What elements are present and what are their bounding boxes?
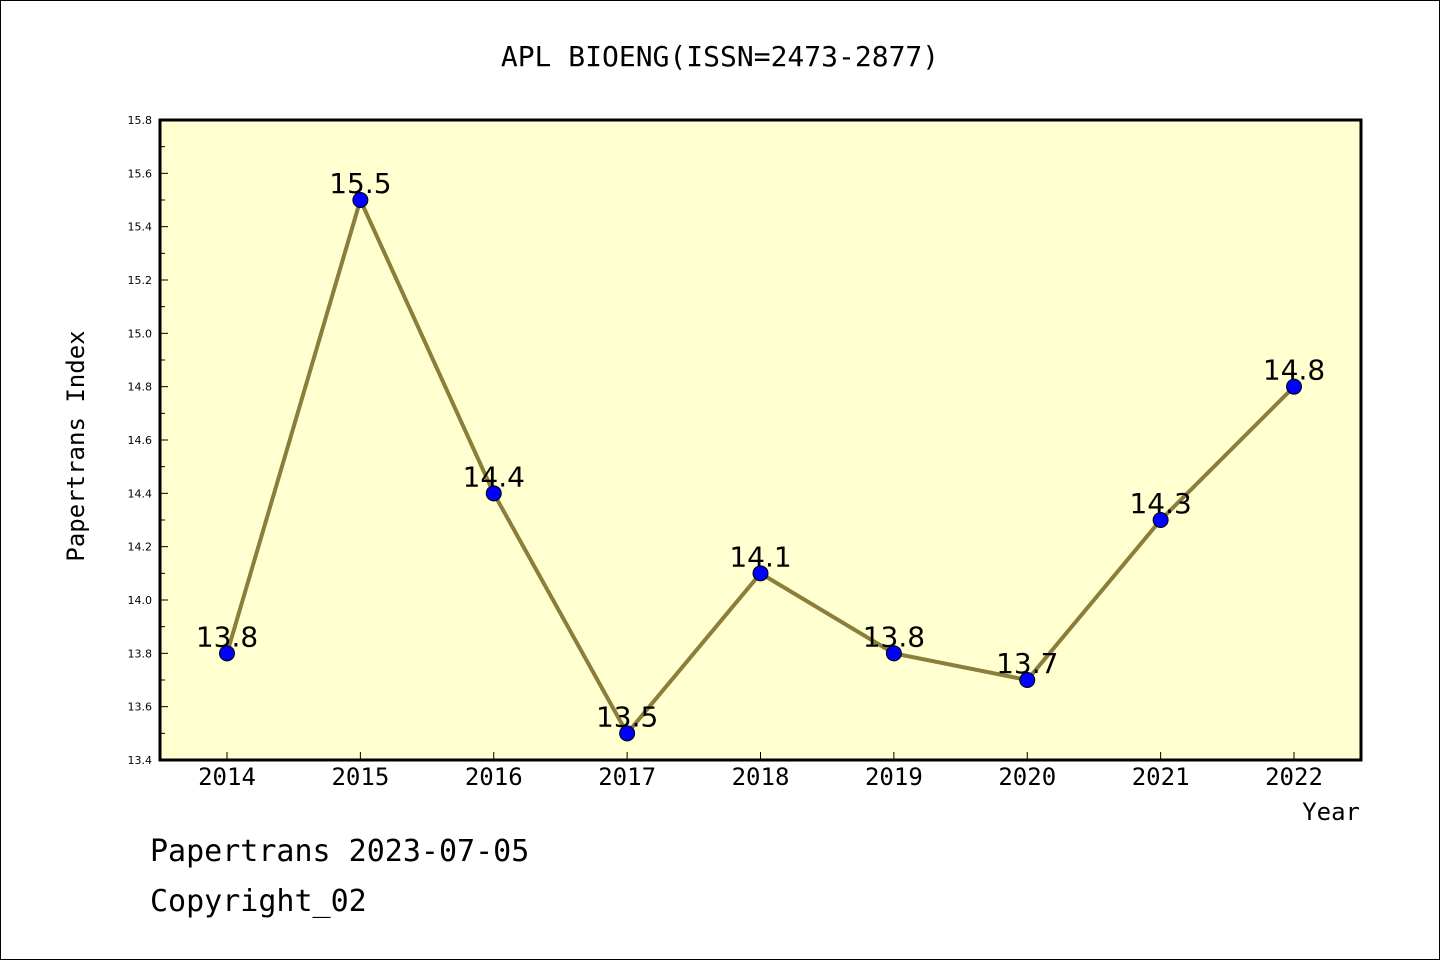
data-point — [885, 645, 902, 662]
data-label: 13.8 — [863, 620, 925, 653]
y-tick-label: 15.4 — [128, 221, 153, 234]
x-tick-label: 2016 — [465, 763, 523, 791]
data-label: 14.8 — [1263, 354, 1325, 387]
footer-copyright: Copyright_02 — [150, 884, 367, 919]
x-tick-label: 2022 — [1265, 763, 1323, 791]
y-tick-label: 15.0 — [128, 327, 153, 340]
data-point — [1286, 378, 1302, 395]
plot-border — [158, 118, 1363, 762]
data-label: 13.8 — [196, 620, 258, 653]
x-tick-label: 2018 — [732, 763, 790, 791]
y-tick-label: 14.4 — [128, 487, 153, 500]
y-tick-label: 15.6 — [128, 167, 153, 180]
x-tick-label: 2019 — [865, 763, 923, 791]
x-tick-label: 2021 — [1132, 763, 1190, 791]
chart-title: APL BIOENG(ISSN=2473-2877) — [501, 40, 939, 73]
y-tick-label: 13.4 — [128, 754, 153, 767]
y-tick-label: 14.8 — [128, 381, 153, 394]
data-point — [752, 565, 769, 582]
data-label: 13.5 — [596, 700, 658, 733]
y-tick-label: 13.8 — [128, 647, 153, 660]
x-tick-label: 2020 — [998, 763, 1056, 791]
data-point — [219, 645, 235, 662]
x-axis-label: Year — [1302, 798, 1360, 826]
y-tick-label: 14.6 — [128, 434, 153, 447]
data-label: 14.1 — [729, 540, 791, 573]
data-label: 14.3 — [1129, 487, 1191, 520]
data-point — [352, 192, 369, 208]
data-point — [1152, 512, 1169, 528]
data-point — [485, 485, 502, 502]
series-markers — [219, 192, 1302, 742]
y-tick-label: 15.2 — [128, 274, 153, 287]
plot-area — [160, 120, 1361, 760]
x-tick-label: 2014 — [198, 763, 256, 791]
x-tick-label: 2017 — [598, 763, 656, 791]
x-tick-label: 2015 — [331, 763, 389, 791]
data-label: 14.4 — [463, 460, 525, 493]
y-axis-label: Papertrans Index — [62, 330, 90, 561]
y-tick-label: 14.2 — [128, 541, 153, 554]
y-tick-label: 14.0 — [128, 594, 153, 607]
y-tick-label: 13.6 — [128, 701, 153, 714]
y-tick-label: 15.8 — [128, 114, 153, 127]
data-point — [619, 725, 636, 742]
data-labels: 13.8 15.5 14.4 13.5 14.1 13.8 13.7 14.3 14.8 — [196, 167, 1325, 733]
data-label: 13.7 — [996, 647, 1058, 680]
footer-date: Papertrans 2023-07-05 — [150, 834, 530, 869]
data-label: 15.5 — [329, 167, 391, 200]
data-point — [1019, 672, 1036, 688]
x-axis: 2014 2015 2016 2017 2018 2019 2020 2021 2022 — [198, 752, 1323, 791]
